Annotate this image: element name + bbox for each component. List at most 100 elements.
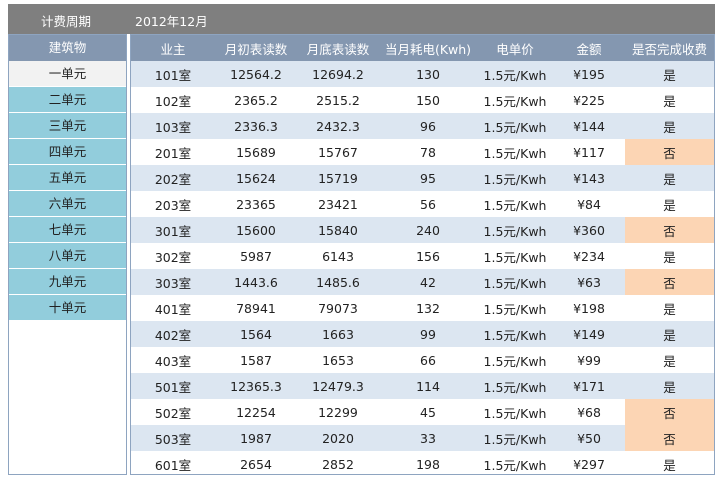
table-cell: 2654 (240, 456, 272, 472)
table-cell: 303室 (131, 269, 215, 295)
table-cell: 否 (625, 399, 714, 425)
table-cell: 是 (625, 165, 714, 191)
table-cell: 1.5元/Kwh (477, 165, 553, 191)
table-cell: 23365 (236, 196, 276, 212)
table-cell: 103室 (131, 113, 215, 139)
table-cell: 23421 (318, 196, 358, 212)
table-row: 402室 1564 1663 99 1.5元/Kwh ¥149 是 (131, 321, 714, 347)
table-cell: 101室 (131, 61, 215, 87)
table-cell: 否 (625, 217, 714, 243)
table-cell: 2515.2 (316, 92, 360, 108)
table-cell: 2432.3 (297, 113, 379, 139)
building-item[interactable]: 九单元 (9, 269, 126, 295)
period[interactable]: 2012年12月 (135, 14, 208, 29)
table-cell: 1.5元/Kwh (483, 197, 547, 213)
table-cell: ¥198 (573, 300, 605, 316)
building-item[interactable]: 四单元 (9, 139, 126, 165)
table-cell: ¥50 (553, 425, 625, 451)
table-cell: ¥225 (573, 92, 605, 108)
building-item[interactable]: 七单元 (9, 217, 126, 243)
table-cell: 202室 (131, 165, 215, 191)
table-cell: 66 (420, 352, 436, 368)
building-item[interactable]: 十单元 (9, 295, 126, 321)
table-cell: ¥171 (553, 373, 625, 399)
table-cell: 1.5元/Kwh (477, 217, 553, 243)
table-cell: ¥84 (577, 196, 601, 212)
table-cell: 302室 (154, 249, 192, 265)
table-cell: 15624 (215, 165, 297, 191)
building-item[interactable]: 六单元 (9, 191, 126, 217)
table-row: 101室 12564.2 12694.2 130 1.5元/Kwh ¥195 是 (131, 61, 714, 87)
column-header: 当月耗电(Kwh) (379, 35, 477, 61)
table-cell: ¥63 (553, 269, 625, 295)
table-cell: 是 (625, 321, 714, 347)
period-label: 计费周期 (41, 14, 92, 29)
table-row: 103室 2336.3 2432.3 96 1.5元/Kwh ¥144 是 (131, 113, 714, 139)
table-cell: 78 (420, 144, 436, 160)
building-item[interactable]: 五单元 (9, 165, 126, 191)
table-cell: 79073 (318, 300, 358, 316)
table-cell: 240 (379, 217, 477, 243)
table-cell: 45 (420, 404, 436, 420)
table-cell: 198 (416, 456, 440, 472)
table-cell: 1987 (215, 425, 297, 451)
table-cell: 12564.2 (215, 61, 297, 87)
table-cell: 102室 (154, 93, 192, 109)
table-row: 102室 2365.2 2515.2 150 1.5元/Kwh ¥225 是 (131, 87, 714, 113)
table-cell: 是 (663, 249, 676, 265)
table-cell: 1.5元/Kwh (483, 353, 547, 369)
table-cell: 是 (663, 301, 676, 317)
table-cell: 1564 (215, 321, 297, 347)
table-cell: ¥234 (573, 248, 605, 264)
table-cell: 1.5元/Kwh (477, 269, 553, 295)
table-cell: 1.5元/Kwh (483, 145, 547, 161)
table-cell: 1.5元/Kwh (483, 301, 547, 317)
table-row: 303室 1443.6 1485.6 42 1.5元/Kwh ¥63 否 (131, 269, 714, 295)
table-cell: 203室 (154, 197, 192, 213)
table-cell: 2365.2 (234, 92, 278, 108)
building-item[interactable]: 一单元 (9, 61, 126, 87)
table-cell: 12365.3 (215, 373, 297, 399)
header-row: 业主 月初表读数 月底表读数 当月耗电(Kwh) 电单价 金额 是否完成收费 (131, 35, 714, 61)
building-item[interactable]: 二单元 (9, 87, 126, 113)
table-cell: 12299 (318, 404, 358, 420)
table-cell: 42 (379, 269, 477, 295)
table-cell: 5987 (240, 248, 272, 264)
table-cell: 12479.3 (297, 373, 379, 399)
building-item[interactable]: 八单元 (9, 243, 126, 269)
table-cell: 150 (416, 92, 440, 108)
table-row: 502室 12254 12299 45 1.5元/Kwh ¥68 否 (131, 399, 714, 425)
table-cell: 2020 (297, 425, 379, 451)
table-cell: 15600 (215, 217, 297, 243)
table-cell: 否 (625, 425, 714, 451)
table-panel: 业主 月初表读数 月底表读数 当月耗电(Kwh) 电单价 金额 是否完成收费 101室 125… (130, 34, 715, 475)
table-cell: 95 (379, 165, 477, 191)
table-cell: 是 (625, 113, 714, 139)
table-cell: 1.5元/Kwh (483, 457, 547, 473)
table-cell: 1663 (297, 321, 379, 347)
table-cell: 是 (625, 373, 714, 399)
table-cell: 1.5元/Kwh (477, 373, 553, 399)
table-cell: 1.5元/Kwh (477, 61, 553, 87)
table-cell: 78941 (236, 300, 276, 316)
table-cell: 15689 (236, 144, 276, 160)
table-cell: 156 (416, 248, 440, 264)
table-cell: 33 (379, 425, 477, 451)
table-row: 401室 78941 79073 132 1.5元/Kwh ¥198 是 (131, 295, 714, 321)
table-cell: 401室 (154, 301, 192, 317)
column-header: 电单价 (477, 35, 553, 61)
table-cell: 1.5元/Kwh (483, 249, 547, 265)
table-cell: 503室 (131, 425, 215, 451)
table-cell: 是 (663, 93, 676, 109)
building-item[interactable]: 三单元 (9, 113, 126, 139)
table-cell: 502室 (154, 405, 192, 421)
table-cell: ¥195 (553, 61, 625, 87)
table-cell: 否 (625, 269, 714, 295)
column-header: 是否完成收费 (625, 35, 714, 61)
table-cell: ¥360 (553, 217, 625, 243)
building-panel: 建筑物 一单元 二单元 三单元 四单元 五单元 六单元 七单元 八单元 九单元 十单元 (8, 34, 127, 475)
table-cell: ¥297 (573, 456, 605, 472)
column-header: 业主 (131, 35, 215, 61)
table-cell: 1587 (240, 352, 272, 368)
